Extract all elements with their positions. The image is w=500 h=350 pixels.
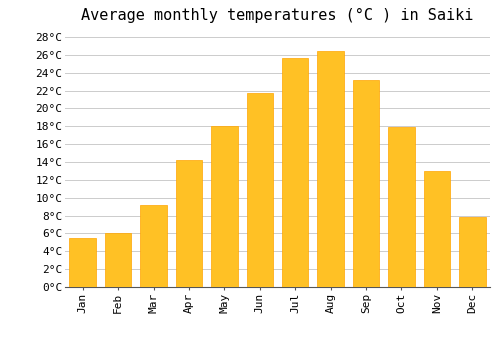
Title: Average monthly temperatures (°C ) in Saiki: Average monthly temperatures (°C ) in Sa… (82, 8, 473, 23)
Bar (105, 232, 132, 287)
Bar (282, 58, 308, 287)
Bar (211, 126, 238, 287)
Bar (318, 51, 344, 287)
Bar (353, 80, 380, 287)
Bar (388, 127, 414, 287)
Bar (246, 93, 273, 287)
Bar (140, 205, 167, 287)
Bar (70, 238, 96, 287)
Bar (459, 217, 485, 287)
Bar (424, 171, 450, 287)
Bar (176, 160, 202, 287)
